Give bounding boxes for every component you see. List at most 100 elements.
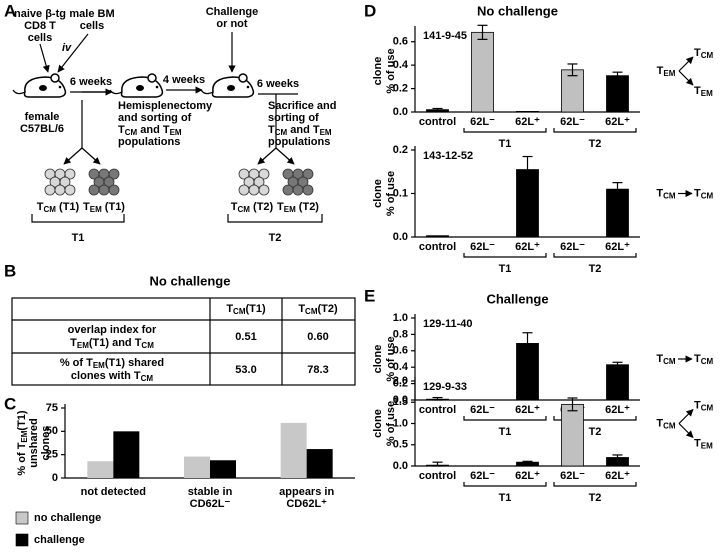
y-axis-label: % of use	[385, 48, 397, 93]
panel-letter: D	[364, 1, 376, 20]
cell	[258, 184, 270, 196]
subscript: CM	[141, 341, 154, 350]
row-label: TEM(T1) and TCM	[70, 337, 154, 350]
arrow	[57, 33, 89, 73]
x-tick-label: 62L⁺	[515, 116, 540, 128]
diagram-text: C57BL/6	[20, 123, 64, 135]
cell	[302, 184, 314, 196]
panel-letter: C	[4, 394, 16, 413]
y-tick-label: 0.0	[393, 460, 408, 472]
scheme-label: TCM	[694, 353, 714, 366]
panel-letter: A	[4, 1, 16, 20]
table-cell: 78.3	[307, 364, 328, 376]
interval: 6 weeks	[257, 78, 299, 90]
mouse	[200, 73, 255, 98]
clone-label: 129-9-33	[423, 381, 467, 393]
x-tick-label: 62L⁻	[470, 404, 495, 416]
interval: 4 weeks	[163, 74, 205, 86]
subscript: CM	[663, 357, 676, 366]
cell	[282, 184, 294, 196]
x-tick-label: 62L⁻	[470, 470, 495, 482]
label-part: T	[83, 201, 90, 213]
diagram-text: and sorting of	[118, 112, 192, 124]
subscript: CM	[663, 422, 676, 431]
table-cell: 0.51	[235, 331, 256, 343]
x-tick-label: control	[419, 241, 456, 253]
y-tick-label: 1.0	[393, 312, 408, 324]
subscript: EM	[663, 69, 675, 78]
cell	[292, 184, 304, 196]
arrow	[81, 147, 101, 165]
subscript: CM	[663, 192, 676, 201]
label-part: (T2)	[296, 201, 320, 213]
table-header: TCM(T1)	[226, 303, 266, 316]
y-tick-label: 0.4	[393, 361, 409, 373]
group-label: T2	[589, 492, 602, 504]
cell	[248, 184, 260, 196]
y-axis-label: % of TEM(T1)	[16, 410, 29, 476]
panel-letter: B	[4, 261, 16, 280]
subscript: EM	[701, 442, 713, 451]
diagram-text: Sacrifice and	[268, 100, 336, 112]
label-part: (T1)	[102, 201, 126, 213]
scheme-arrow	[678, 56, 694, 72]
diagram-text: CD8 T	[24, 20, 56, 32]
subscript: EM	[77, 341, 89, 350]
bracket	[463, 128, 547, 133]
label-part: T	[656, 353, 663, 365]
bar	[561, 403, 584, 467]
y-axis-label: clone	[372, 57, 384, 86]
cell	[258, 168, 270, 180]
bar	[516, 111, 539, 113]
bracket	[553, 128, 637, 133]
subscript: EM	[284, 205, 296, 214]
y-tick-label: 0.0	[393, 394, 408, 406]
x-tick-label: 62L⁺	[515, 241, 540, 253]
group-label: T1	[499, 426, 512, 438]
cell	[44, 184, 56, 196]
label-part: and T	[137, 124, 170, 136]
y-axis-label: clone	[372, 409, 384, 438]
label-part: T	[656, 187, 663, 199]
y-axis-label: % of use	[385, 171, 397, 216]
y-axis-label: clones	[40, 426, 52, 461]
y-tick-label: 75	[46, 402, 58, 414]
label-part: T	[70, 337, 77, 349]
diagram-text: Challenge	[206, 6, 259, 18]
x-tick-label: CD62L⁻	[190, 498, 231, 510]
scheme-label: TEM	[694, 85, 713, 98]
row-label: clones with TCM	[71, 370, 153, 383]
cell	[98, 184, 110, 196]
bar	[184, 456, 210, 478]
table-frame	[11, 297, 356, 386]
row-label: overlap index for	[68, 324, 157, 336]
bar	[471, 31, 494, 113]
label-part: and T	[287, 124, 320, 136]
cell	[238, 184, 250, 196]
diagram-text: iv	[62, 42, 72, 54]
arrow	[275, 147, 295, 165]
scheme-arrow	[678, 423, 694, 439]
subscript: CM	[275, 128, 288, 137]
label-part: T	[37, 201, 44, 213]
subscript: CM	[701, 357, 714, 366]
legend-label: no challenge	[34, 512, 101, 524]
bar	[87, 461, 114, 478]
clone-label: 143-12-52	[423, 150, 473, 162]
y-tick-label: 0.6	[393, 36, 408, 48]
y-tick-label: 2.0	[393, 375, 408, 387]
mouse	[109, 73, 164, 98]
x-tick-label: 62L⁻	[470, 241, 495, 253]
x-tick-label: stable in	[188, 486, 233, 498]
label-part: T	[694, 399, 701, 411]
bar	[426, 235, 449, 238]
diagram-text: cells	[80, 20, 104, 32]
label-part: T	[118, 124, 125, 136]
subscript: CM	[701, 404, 714, 413]
cell	[253, 176, 265, 188]
x-tick-label: control	[419, 116, 456, 128]
bar	[113, 431, 140, 478]
label-part: T	[694, 85, 701, 97]
timepoint: T2	[269, 232, 282, 244]
population-label: TEM (T1)	[83, 201, 125, 214]
